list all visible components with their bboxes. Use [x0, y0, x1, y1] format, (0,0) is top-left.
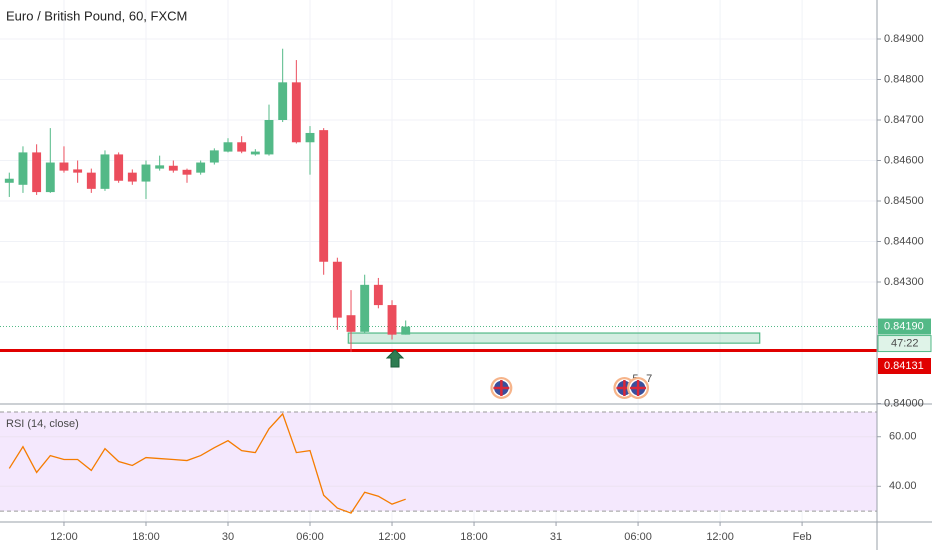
- candle-body: [168, 165, 178, 171]
- countdown-badge: [877, 335, 932, 353]
- candle-body: [45, 162, 55, 193]
- candle-body: [237, 142, 247, 152]
- candle-body: [291, 82, 301, 143]
- candle-body: [86, 172, 96, 189]
- event-flag-cross: [630, 380, 647, 396]
- candle-body: [209, 150, 219, 163]
- y-tick-label: 60.00: [889, 431, 917, 443]
- y-tick-label: 0.84500: [884, 195, 924, 207]
- candle-body: [332, 261, 342, 318]
- buy-arrow: [385, 349, 405, 368]
- candle-body: [59, 162, 69, 171]
- candle-body: [155, 165, 165, 169]
- x-tick-label: 18:00: [132, 531, 160, 543]
- zone: [347, 332, 761, 344]
- x-tick-label: Feb: [793, 531, 812, 543]
- x-tick-label: 18:00: [460, 531, 488, 543]
- candle-body: [319, 130, 329, 262]
- candle-body: [73, 169, 83, 173]
- candle-body: [278, 82, 288, 120]
- candle-body: [114, 154, 124, 181]
- candle-body: [373, 284, 383, 306]
- y-tick-label: 0.84000: [884, 397, 924, 409]
- candle-body: [18, 152, 28, 185]
- candle-body: [127, 172, 137, 182]
- rsi-title: RSI (14, close): [6, 418, 79, 430]
- x-tick-label: 12:00: [706, 531, 734, 543]
- x-tick-label: 06:00: [296, 531, 324, 543]
- y-tick-label: 0.84800: [884, 73, 924, 85]
- candle-body: [305, 132, 315, 143]
- rsi-line: [8, 412, 406, 514]
- candle-body: [223, 142, 233, 152]
- y-tick-label: 40.00: [889, 480, 917, 492]
- rsi-band: [0, 411, 877, 512]
- candle-body: [141, 164, 151, 182]
- candle-body: [250, 151, 260, 155]
- candle-body: [387, 305, 397, 335]
- y-tick-label: 0.84900: [884, 33, 924, 45]
- candle-body: [100, 154, 110, 189]
- y-tick-label: 0.84600: [884, 154, 924, 166]
- y-tick-label: 0.84700: [884, 114, 924, 126]
- x-tick-label: 12:00: [378, 531, 406, 543]
- candle-body: [196, 162, 206, 173]
- candle-body: [264, 120, 274, 155]
- candle-body: [401, 326, 411, 335]
- y-tick-label: 0.84400: [884, 235, 924, 247]
- level-badge: [878, 358, 931, 374]
- candle-body: [32, 152, 42, 193]
- x-tick-label: 30: [222, 531, 234, 543]
- event-flag-cross: [493, 380, 510, 396]
- rsi-pane: [0, 405, 877, 522]
- chart-title: Euro / British Pound, 60, FXCM: [6, 8, 187, 23]
- candle-body: [182, 169, 192, 175]
- price-pane: [0, 0, 877, 403]
- x-tick-label: 12:00: [50, 531, 78, 543]
- candle-body: [360, 284, 370, 332]
- level-label: 0.84131: [884, 360, 924, 372]
- x-tick-label: 31: [550, 531, 562, 543]
- countdown-label: 47:22: [891, 337, 919, 349]
- candle-body: [346, 315, 356, 332]
- current-price-label: 0.84190: [884, 320, 924, 332]
- x-tick-label: 06:00: [624, 531, 652, 543]
- current-price-badge: [878, 318, 931, 335]
- y-tick-label: 0.84300: [884, 276, 924, 288]
- candle-body: [4, 178, 14, 183]
- event-count: 7: [646, 373, 652, 385]
